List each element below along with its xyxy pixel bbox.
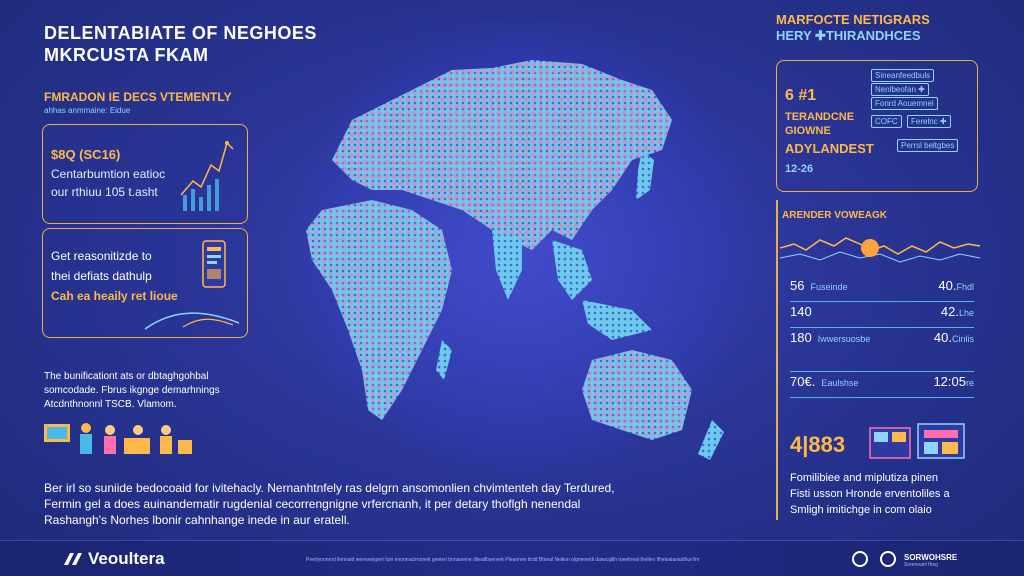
para-line: Ber irl so suniide bedocoaid for iviteha… xyxy=(44,481,615,495)
trend-tag: COFC xyxy=(871,115,902,128)
title-line-1: DELENTABIATE OF NEGHOES xyxy=(44,23,317,43)
trend-rank: 6 #1 xyxy=(785,87,817,104)
footer-note: Peerlynonrnd llennaid wereveiyperi funi … xyxy=(306,557,700,563)
right-divider xyxy=(776,200,778,520)
table-row: 70€. Eaulshse 12:05re xyxy=(790,372,974,398)
row-right-value: 40. xyxy=(933,330,952,345)
footer: Veoultera Peerlynonrnd llennaid wereveiy… xyxy=(0,540,1024,576)
stat-card-2: Get reasonitizde to thei defiats dathulp… xyxy=(42,228,248,338)
wave-line-icon xyxy=(780,237,980,263)
right-title-line-1: MARFOCTE NETIGRARS xyxy=(776,12,930,27)
trend-line-2: GIOWNE xyxy=(785,125,831,137)
india-shape xyxy=(492,230,522,300)
para-line: Fermin gel a does auinandematir rugdenia… xyxy=(44,497,581,511)
title-line-2: MKRCUSTA FKAM xyxy=(44,45,209,65)
table-row: 56 Fuseinde 40.Fhdl xyxy=(790,276,974,302)
right-title: MARFOCTE NETIGRARS HERY ✚THIRANDHCES xyxy=(776,12,930,44)
world-map xyxy=(306,60,724,460)
footer-brand-right-small: Sreeneanl fheg xyxy=(904,562,938,568)
big-number: 4|883 xyxy=(790,432,846,457)
table-row: 180 Iwwersuosbe 40.Cinlis xyxy=(790,328,974,372)
section-heading: ARENDER VOWEAGK xyxy=(782,210,888,221)
bottom-paragraph: Ber irl so suniide bedocoaid for iviteha… xyxy=(44,480,764,528)
trend-line-3: ADYLANDEST xyxy=(785,141,874,156)
trend-tag: Nenlbeofan ✚ xyxy=(871,83,929,96)
storefront-icon xyxy=(869,423,965,459)
row-left-label: Fuseinde xyxy=(810,282,848,292)
page-title: DELENTABIATE OF NEGHOES MKRCUSTA FKAM xyxy=(44,22,317,66)
japan-shape xyxy=(636,150,654,200)
para-line: Fisti usson Hronde erventoliles a xyxy=(790,488,950,500)
se-asia-shape xyxy=(552,240,592,300)
para-line: Atcdnthnonnl TSCB. Vlamom. xyxy=(44,399,177,410)
row-right-label: Fhdl xyxy=(956,282,974,292)
stat-value: $8Q (SC16) xyxy=(51,147,121,162)
subtitle-small: ahhas anmmaine: Eidue xyxy=(44,106,131,115)
card2-line-3: Cah ea heaily ret lioue xyxy=(51,289,178,303)
row-right-label: Lhe xyxy=(958,308,974,318)
card2-line-2: thei defiats dathulp xyxy=(51,269,152,283)
para-line: Smligh imitichge in com olaio xyxy=(790,504,932,516)
brand-logo-icon xyxy=(64,553,82,565)
brand-name: Veoultera xyxy=(88,549,165,568)
para-line: Rashangh's Norhes lbonir cahnhange inede… xyxy=(44,513,350,527)
target-icon[interactable] xyxy=(852,551,868,567)
table-row: 140 42.Lhe xyxy=(790,302,974,328)
stat-line-1: Centarbumtion eatioc xyxy=(51,167,166,181)
stat-line-2: our rthiuu 105 t.asht xyxy=(51,185,158,199)
para-line: The bunificationt ats or dbtaghgohbal xyxy=(44,371,209,382)
stats-table: 56 Fuseinde 40.Fhdl 140 42.Lhe 180 Iwwersu… xyxy=(790,276,974,398)
row-right-value: 42. xyxy=(940,304,959,319)
row-right-value: 40. xyxy=(938,278,957,293)
para-line: Fomilibiee and miplutiza pinen xyxy=(790,472,938,484)
trend-tag: Ferelnc ✚ xyxy=(907,115,951,128)
row-left-value: 180 xyxy=(790,330,812,345)
row-left-label: Eaulshse xyxy=(821,378,859,388)
row-left-label: Iwwersuosbe xyxy=(817,334,871,344)
stat-card-1: $8Q (SC16) Centarbumtion eatioc our rthi… xyxy=(42,124,248,224)
globe-icon[interactable] xyxy=(880,551,896,567)
row-right-label: re xyxy=(965,378,974,388)
footer-brand-right: SORWOHSRE xyxy=(904,553,958,562)
subtitle: FMRADON IE DECS VTEMENTLY xyxy=(44,90,232,104)
right-title-line-2: HERY ✚THIRANDHCES xyxy=(776,28,921,43)
trend-tag: Perrsl beltgbes xyxy=(897,139,959,152)
intro-paragraph: The bunificationt ats or dbtaghgohbal so… xyxy=(44,370,274,412)
people-illustration-icon xyxy=(44,423,192,454)
trend-tag: Fonrd Aouemnel xyxy=(871,97,938,110)
row-left-value: 140 xyxy=(790,304,812,319)
phone-icon xyxy=(202,240,226,288)
card2-line-1: Get reasonitizde to xyxy=(51,249,152,263)
para-line: somcodade. Fbrus ikgnge demarhnings xyxy=(44,385,220,396)
trend-card: 6 #1 TERANDCNE GIOWNE ADYLANDEST 12-26 S… xyxy=(776,60,978,192)
row-left-value: 56 xyxy=(790,278,805,293)
swoosh-icon xyxy=(144,312,240,330)
right-paragraph: Fomilibiee and miplutiza pinen Fisti uss… xyxy=(790,470,990,518)
trend-tag: Sineanfeedbuls xyxy=(871,69,935,82)
trend-line-1: TERANDCNE xyxy=(785,111,855,123)
row-right-label: Cinlis xyxy=(951,334,974,344)
trend-line-4: 12-26 xyxy=(785,163,814,175)
sparkline-icon xyxy=(180,141,234,211)
row-right-value: 12:05 xyxy=(933,374,966,389)
row-left-value: 70€. xyxy=(790,374,816,389)
